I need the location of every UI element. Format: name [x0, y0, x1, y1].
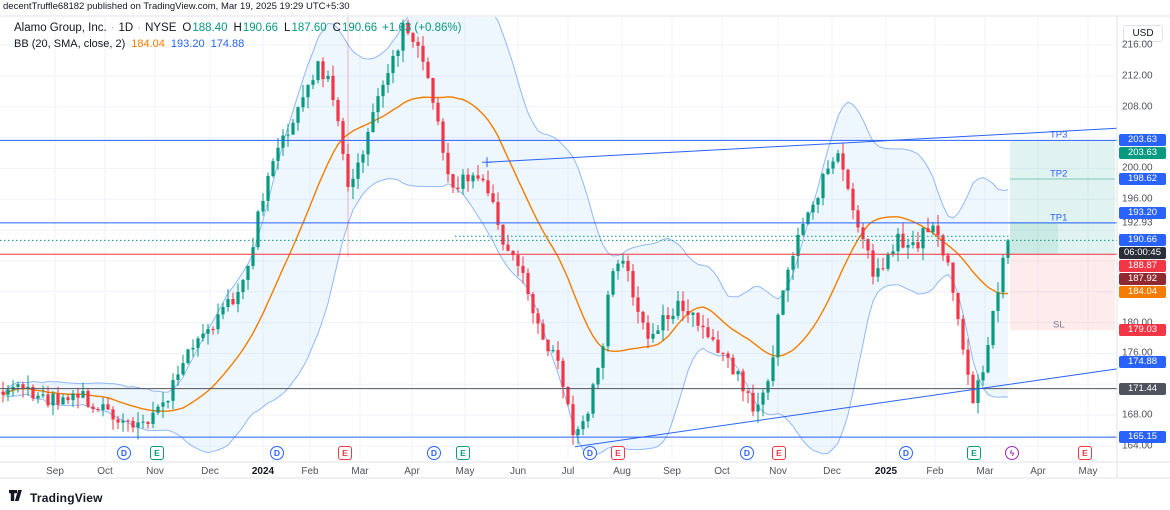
- indicator-value: 193.20: [170, 38, 205, 50]
- time-label: Dec: [201, 466, 219, 477]
- ohlc-values: O188.40 H190.66 L187.60 C190.66: [176, 22, 377, 34]
- publish-info: decentTruffle68182 published on TradingV…: [3, 1, 350, 12]
- time-label: Aug: [613, 466, 631, 477]
- price-label-badge: 165.15: [1119, 431, 1166, 444]
- separator: ·: [110, 22, 115, 34]
- time-label: Nov: [769, 466, 787, 477]
- price-tick: 180.00: [1122, 317, 1153, 329]
- time-label: Mar: [976, 466, 994, 477]
- price-label-badge: 184.04: [1119, 285, 1166, 298]
- price-tick: 164.00: [1122, 440, 1153, 452]
- chart-legend: Alamo Group, Inc. · 1D · NYSE O188.40 H190.66 L…: [14, 22, 461, 34]
- time-label: Apr: [1030, 466, 1046, 477]
- price-label-badge: 190.66: [1119, 234, 1166, 247]
- time-label: Apr: [404, 466, 420, 477]
- dividend-marker[interactable]: D: [740, 446, 754, 460]
- ohlc-label: H: [233, 22, 242, 34]
- price-label-badge: 179.03: [1119, 324, 1166, 337]
- ohlc-value: 187.60: [291, 22, 327, 34]
- footer: TradingView: [8, 488, 103, 508]
- dividend-marker[interactable]: D: [117, 446, 131, 460]
- price-tick: 208.00: [1122, 101, 1153, 113]
- time-label: Dec: [823, 466, 841, 477]
- level-label-sl[interactable]: SL: [1053, 319, 1065, 331]
- time-label: 2024: [251, 466, 275, 477]
- price-tick: 216.00: [1122, 39, 1153, 51]
- time-label: Nov: [146, 466, 164, 477]
- change-value: +1.63 (+0.86%): [382, 22, 462, 34]
- indicator-value: 184.04: [131, 38, 165, 50]
- price-label-badge: 203.63: [1119, 147, 1166, 160]
- price-tick: 168.00: [1122, 409, 1153, 421]
- level-label-tp1[interactable]: TP1: [1050, 212, 1068, 224]
- price-label-badge: 203.63: [1119, 134, 1166, 147]
- indicator-values: 184.04 193.20 174.88: [125, 38, 244, 50]
- price-tick: 200.00: [1122, 162, 1153, 174]
- price-label-badge: 188.87: [1119, 259, 1166, 272]
- level-label-tp2[interactable]: TP2: [1050, 168, 1068, 180]
- price-label-badge: 193.20: [1119, 206, 1166, 219]
- time-label: Jun: [509, 466, 527, 477]
- time-label: 2025: [874, 466, 898, 477]
- time-label: May: [1078, 466, 1098, 477]
- earnings-marker[interactable]: E: [772, 446, 786, 460]
- tradingview-brand[interactable]: TradingView: [30, 491, 103, 505]
- price-tick: 196.00: [1122, 193, 1153, 205]
- earnings-marker[interactable]: E: [1078, 446, 1092, 460]
- price-label-badge: 187.92: [1119, 272, 1166, 285]
- price-label-badge: 174.88: [1119, 356, 1166, 369]
- price-label-badge: 171.44: [1119, 382, 1166, 395]
- ohlc-label: C: [332, 22, 341, 34]
- time-label: Feb: [926, 466, 944, 477]
- interval-label[interactable]: 1D: [118, 22, 134, 34]
- level-label-tp3[interactable]: TP3: [1050, 129, 1068, 141]
- time-label: May: [455, 466, 475, 477]
- dividend-marker[interactable]: D: [270, 446, 284, 460]
- symbol-name[interactable]: Alamo Group, Inc.: [14, 22, 107, 34]
- ohlc-value: 188.40: [192, 22, 228, 34]
- flash-marker[interactable]: ϟ: [1005, 446, 1019, 460]
- ohlc-value: 190.66: [242, 22, 279, 34]
- time-label: Sep: [46, 466, 64, 477]
- indicator-legend: BB (20, SMA, close, 2) 184.04 193.20 174.88: [14, 38, 244, 50]
- separator: ·: [137, 22, 142, 34]
- earnings-marker[interactable]: E: [967, 446, 981, 460]
- exchange-label: NYSE: [145, 22, 177, 34]
- ohlc-value: 190.66: [341, 22, 378, 34]
- currency-label[interactable]: USD: [1123, 25, 1163, 42]
- time-label: Sep: [663, 466, 681, 477]
- indicator-value: 174.88: [210, 38, 245, 50]
- price-tick: 176.00: [1122, 347, 1153, 359]
- bar-countdown-badge: 06:00:45: [1119, 246, 1166, 259]
- time-label: Jul: [561, 466, 575, 477]
- earnings-marker[interactable]: E: [150, 446, 164, 460]
- time-label: Oct: [714, 466, 730, 477]
- dividend-marker[interactable]: D: [583, 446, 597, 460]
- time-label: Oct: [97, 466, 113, 477]
- time-label: Mar: [351, 466, 369, 477]
- ohlc-label: L: [284, 22, 291, 34]
- earnings-marker[interactable]: E: [456, 446, 470, 460]
- dividend-marker[interactable]: D: [899, 446, 913, 460]
- indicator-name[interactable]: BB (20, SMA, close, 2): [14, 38, 126, 50]
- ohlc-label: O: [182, 22, 192, 34]
- dividend-marker[interactable]: D: [427, 446, 441, 460]
- earnings-marker[interactable]: E: [338, 446, 352, 460]
- price-tick: 192.93: [1122, 217, 1153, 229]
- price-label-badge: 198.62: [1119, 173, 1166, 186]
- tradingview-logo-icon[interactable]: [8, 488, 25, 508]
- price-tick: 212.00: [1122, 70, 1153, 82]
- earnings-marker[interactable]: E: [611, 446, 625, 460]
- time-label: Feb: [301, 466, 319, 477]
